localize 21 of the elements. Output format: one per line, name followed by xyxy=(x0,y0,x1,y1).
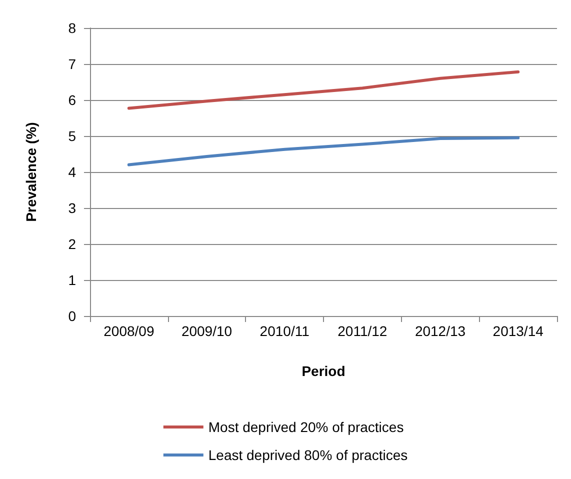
x-tick-label: 2008/09 xyxy=(104,323,154,339)
x-axis-title: Period xyxy=(302,363,346,379)
legend-label: Least deprived 80% of practices xyxy=(208,447,408,463)
y-tick-label: 7 xyxy=(68,56,76,72)
y-tick-label: 1 xyxy=(68,272,76,288)
y-tick-label: 2 xyxy=(68,236,76,252)
y-tick-label: 4 xyxy=(68,164,76,180)
x-tick-label: 2012/13 xyxy=(414,323,466,339)
line-series xyxy=(127,70,520,110)
y-tick-label: 5 xyxy=(68,128,76,144)
y-tick-label: 0 xyxy=(68,308,76,324)
x-tick-label: 2010/11 xyxy=(260,323,310,339)
x-tick-label: 2011/12 xyxy=(338,323,388,339)
legend-label: Most deprived 20% of practices xyxy=(208,419,404,435)
x-tick-label: 2013/14 xyxy=(492,323,544,339)
y-tick-label: 8 xyxy=(68,20,76,36)
x-tick-label: 2009/10 xyxy=(181,323,232,339)
y-axis-title: Prevalence (%) xyxy=(23,122,39,222)
y-tick-label: 3 xyxy=(68,200,76,216)
y-tick-label: 6 xyxy=(68,92,76,108)
line-series xyxy=(127,136,520,166)
